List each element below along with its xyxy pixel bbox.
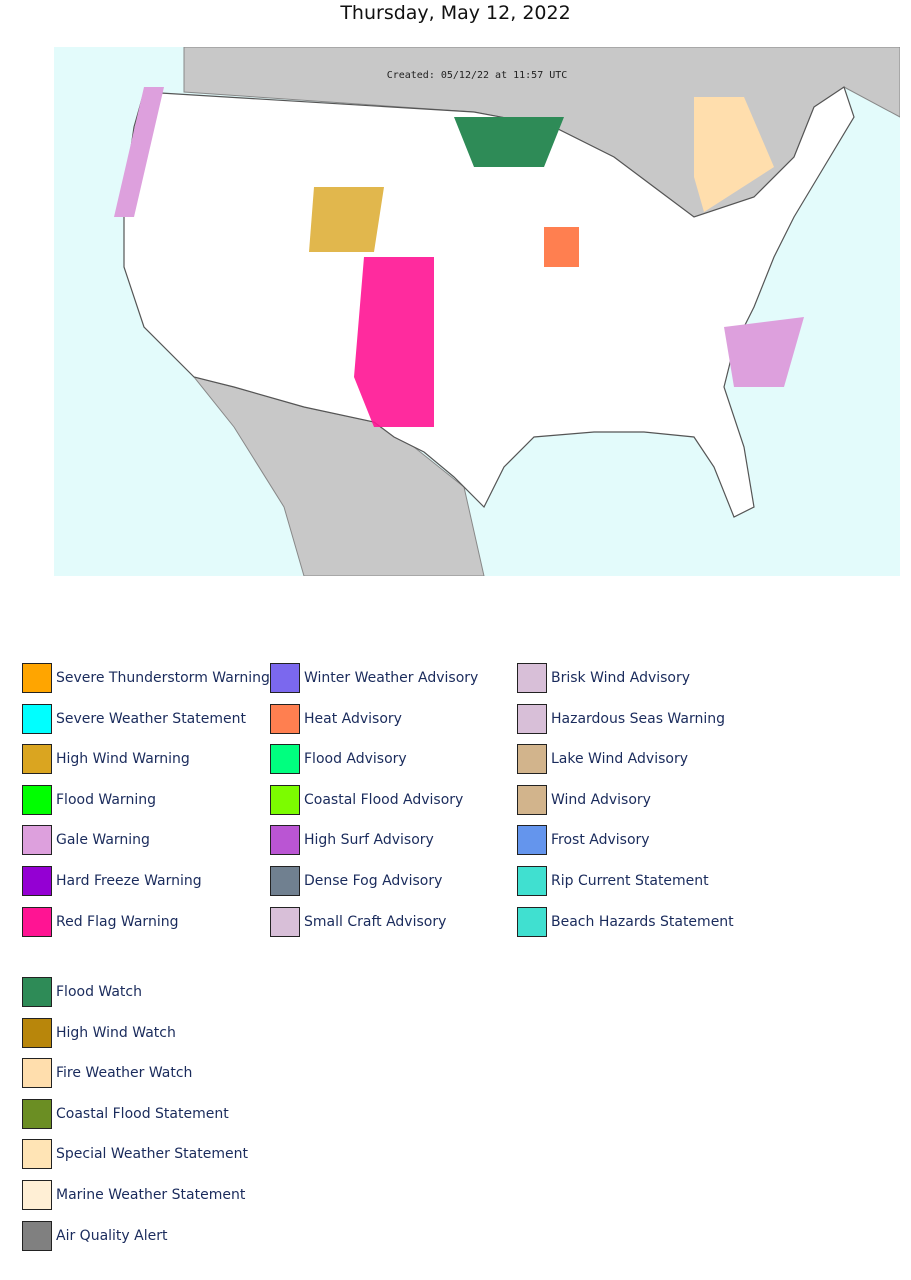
legend-item: Gale Warning (22, 825, 150, 856)
legend-item: Special Weather Statement (22, 1139, 248, 1170)
legend-item: Small Craft Advisory (270, 906, 447, 937)
legend-label: Flood Warning (56, 791, 156, 808)
flood-watch-area (454, 117, 564, 167)
gale-area (724, 317, 804, 387)
legend-item: Heat Advisory (270, 703, 402, 734)
legend-label: Rip Current Statement (551, 873, 709, 889)
legend-swatch (517, 784, 547, 815)
legend-label: Red Flag Warning (56, 913, 179, 930)
legend-swatch (517, 825, 547, 856)
legend-label: Air Quality Alert (56, 1227, 168, 1244)
legend-swatch (517, 866, 547, 896)
legend-swatch (22, 744, 52, 775)
legend-label: Winter Weather Advisory (304, 670, 479, 686)
legend-swatch (22, 663, 52, 693)
legend-label: Severe Weather Statement (56, 710, 246, 727)
legend-item: Flood Watch (22, 977, 142, 1007)
legend-item: Severe Weather Statement (22, 703, 246, 734)
weather-map: Created: 05/12/22 at 11:57 UTC (54, 47, 900, 576)
legend-swatch (22, 906, 52, 937)
legend-swatch (22, 784, 52, 815)
legend-item: High Surf Advisory (270, 825, 434, 856)
legend-label: Coastal Flood Statement (56, 1105, 229, 1122)
legend-label: Hazardous Seas Warning (551, 710, 725, 727)
legend-label: Frost Advisory (551, 832, 650, 849)
legend-swatch (270, 744, 300, 775)
legend-label: Marine Weather Statement (56, 1187, 246, 1203)
legend-swatch (22, 1098, 52, 1129)
legend-label: Flood Watch (56, 984, 142, 1000)
heat-area (544, 227, 579, 267)
legend-item: Hazardous Seas Warning (517, 703, 725, 734)
legend-swatch (22, 1139, 52, 1170)
legend-label: Hard Freeze Warning (56, 873, 202, 889)
legend-label: Coastal Flood Advisory (304, 791, 464, 808)
legend-label: Special Weather Statement (56, 1146, 248, 1163)
legend-item: Coastal Flood Advisory (270, 784, 464, 815)
legend-item: Red Flag Warning (22, 906, 179, 937)
legend-item: Hard Freeze Warning (22, 866, 202, 896)
legend-swatch (270, 825, 300, 856)
legend-swatch (22, 977, 52, 1007)
legend-label: High Surf Advisory (304, 832, 434, 849)
united-states (123, 86, 855, 518)
legend-label: Gale Warning (56, 832, 150, 849)
legend-item: Air Quality Alert (22, 1220, 168, 1251)
legend-swatch (517, 744, 547, 775)
legend-swatch (22, 866, 52, 896)
map-caption: Created: 05/12/22 at 11:57 UTC (387, 70, 568, 81)
legend-swatch (270, 906, 300, 937)
legend-item: Marine Weather Statement (22, 1180, 245, 1210)
wind-area (309, 187, 384, 252)
legend-label: High Wind Watch (56, 1024, 176, 1041)
legend-label: Dense Fog Advisory (304, 873, 443, 889)
legend-swatch (270, 784, 300, 815)
gale-area-west (114, 87, 164, 217)
legend-item: Lake Wind Advisory (517, 744, 688, 775)
legend-swatch (517, 906, 547, 937)
legend-item: Frost Advisory (517, 825, 650, 856)
legend-item: Flood Warning (22, 784, 156, 815)
legend-label: Beach Hazards Statement (551, 913, 734, 930)
legend-swatch (270, 703, 300, 734)
page-title: Thursday, May 12, 2022 (340, 2, 571, 24)
legend-swatch (517, 663, 547, 693)
legend-label: Wind Advisory (551, 791, 651, 808)
legend-swatch (22, 825, 52, 856)
legend-item: High Wind Warning (22, 744, 190, 775)
legend-item: Severe Thunderstorm Warning (22, 663, 270, 693)
legend-item: Beach Hazards Statement (517, 906, 734, 937)
legend-label: Fire Weather Watch (56, 1065, 193, 1082)
legend-swatch (22, 1058, 52, 1089)
legend-item: High Wind Watch (22, 1017, 176, 1048)
legend-label: High Wind Warning (56, 751, 190, 768)
red-flag-area (354, 257, 434, 427)
legend-swatch (270, 663, 300, 693)
legend-swatch (517, 703, 547, 734)
legend-item: Winter Weather Advisory (270, 663, 478, 693)
legend-label: Brisk Wind Advisory (551, 670, 691, 686)
legend-item: Wind Advisory (517, 784, 651, 815)
legend-swatch (22, 1220, 52, 1251)
fire-watch-area (694, 97, 774, 212)
legend-item: Brisk Wind Advisory (517, 663, 690, 693)
legend-item: Coastal Flood Statement (22, 1098, 229, 1129)
legend-item: Flood Advisory (270, 744, 407, 775)
legend-label: Flood Advisory (304, 751, 407, 768)
legend-swatch (22, 1017, 52, 1048)
legend-label: Severe Thunderstorm Warning (56, 670, 270, 686)
legend-label: Small Craft Advisory (304, 913, 447, 930)
legend-item: Fire Weather Watch (22, 1058, 193, 1089)
legend-item: Dense Fog Advisory (270, 866, 442, 896)
legend-swatch (22, 1180, 52, 1210)
legend-swatch (22, 703, 52, 734)
legend-label: Heat Advisory (304, 710, 402, 727)
legend-label: Lake Wind Advisory (551, 751, 688, 768)
legend-item: Rip Current Statement (517, 866, 709, 896)
legend-swatch (270, 866, 300, 896)
